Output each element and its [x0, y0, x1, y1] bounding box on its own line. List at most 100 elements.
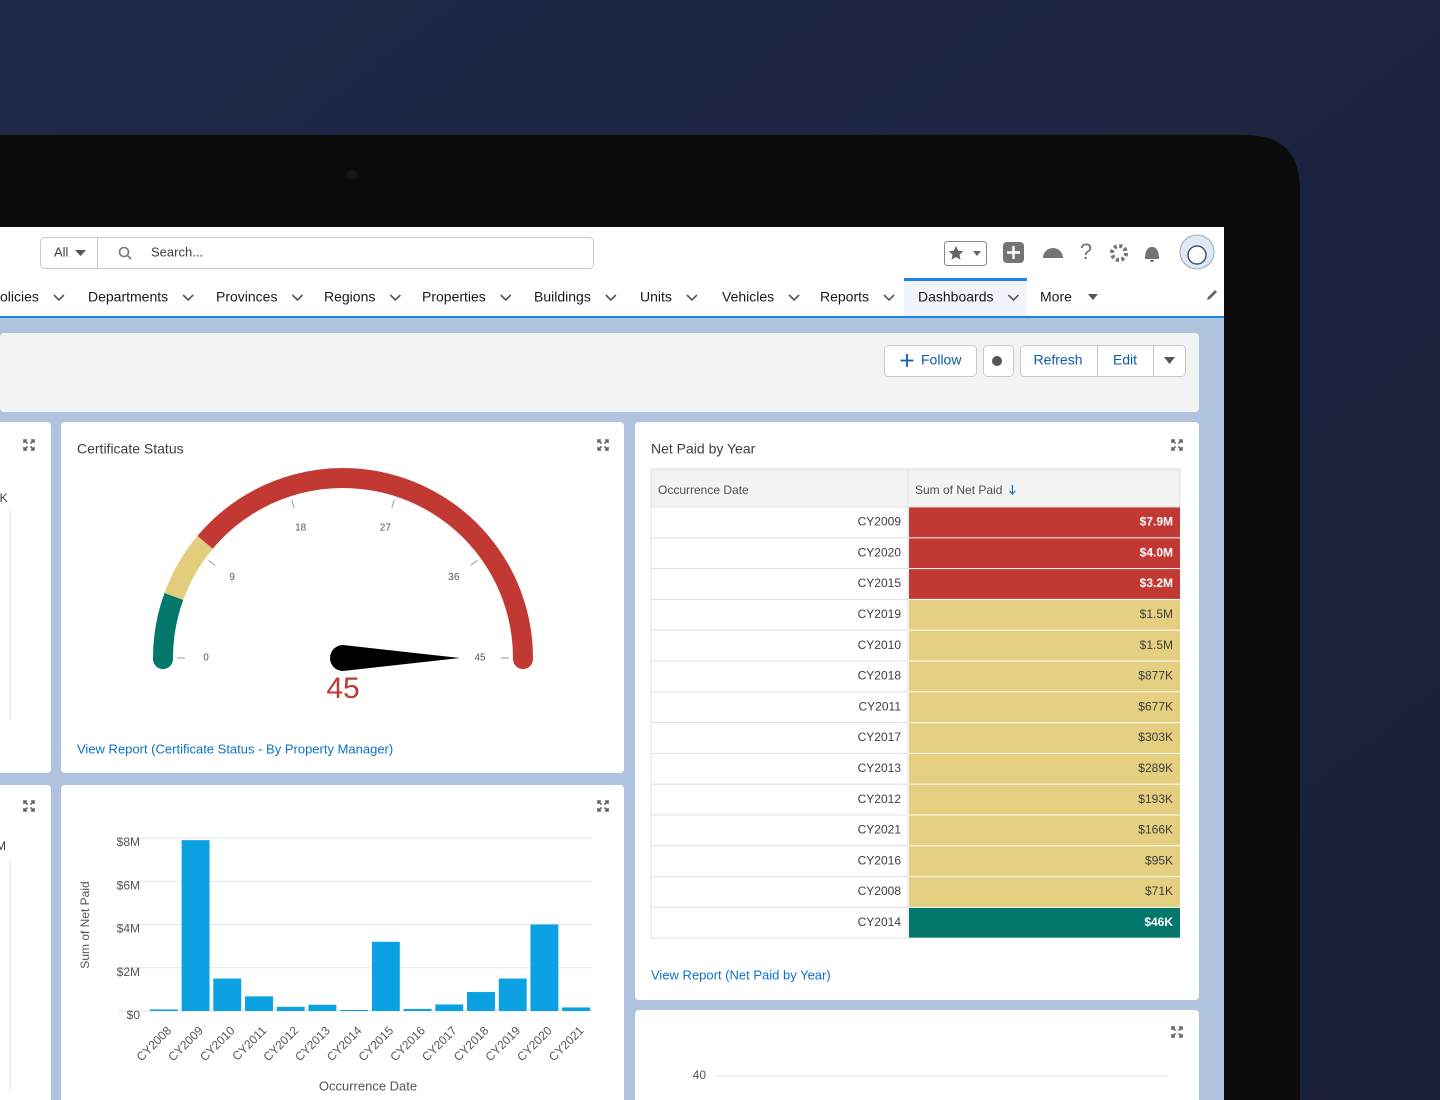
- value-cell: [909, 599, 1180, 630]
- bar[interactable]: [498, 978, 527, 1011]
- bell-icon[interactable]: [1145, 247, 1159, 262]
- table-cell: CY2009: [858, 515, 902, 529]
- subscribe-icon: [992, 356, 1002, 366]
- help-icon[interactable]: ?: [1080, 239, 1092, 264]
- bar[interactable]: [181, 840, 210, 1011]
- camera: [347, 170, 357, 180]
- bar[interactable]: [276, 1006, 305, 1011]
- chevron: [389, 294, 401, 302]
- bar[interactable]: [340, 1010, 369, 1011]
- edit-label[interactable]: Edit: [1113, 352, 1137, 368]
- settings-icon[interactable]: [1110, 244, 1128, 262]
- table-cell: CY2012: [858, 792, 902, 806]
- x-axis-label: Occurrence Date: [319, 1078, 417, 1093]
- expand-icon[interactable]: [23, 439, 35, 451]
- gauge-band: [197, 468, 533, 659]
- gauge-tick-label: 27: [380, 522, 392, 533]
- bar[interactable]: [530, 924, 559, 1012]
- sort-arrow: [1008, 485, 1016, 495]
- value-cell: [909, 692, 1180, 723]
- expand-icon[interactable]: [23, 800, 35, 812]
- table-cell: $877K: [1138, 669, 1173, 683]
- favorites-button[interactable]: [944, 241, 987, 266]
- gauge-needle: [330, 645, 460, 671]
- nav-item[interactable]: Dashboards: [918, 289, 994, 305]
- table-cell: CY2013: [858, 761, 902, 775]
- table-cell: $3.2M: [1140, 576, 1173, 590]
- table-cell: CY2021: [858, 823, 902, 837]
- value-cell: [909, 661, 1180, 692]
- caret: [1087, 294, 1098, 300]
- follow-label[interactable]: Follow: [921, 352, 962, 368]
- nav-item[interactable]: Departments: [88, 289, 168, 305]
- report-link[interactable]: View Report (Certificate Status - By Pro…: [77, 741, 393, 756]
- row-line: [650, 660, 909, 693]
- report-link[interactable]: View Report (Net Paid by Year): [651, 967, 831, 982]
- bar[interactable]: [245, 996, 273, 1011]
- column-header[interactable]: Sum of Net Paid: [915, 483, 1002, 497]
- nav-item[interactable]: Properties: [422, 289, 486, 305]
- chevron: [291, 294, 304, 302]
- bar[interactable]: [371, 941, 400, 1011]
- value-cell: [909, 907, 1180, 938]
- nav-item[interactable]: Units: [640, 289, 672, 305]
- follow-button[interactable]: [884, 345, 977, 377]
- table-cell: $1.5M: [1140, 638, 1173, 652]
- table-cell: $166K: [1138, 823, 1173, 837]
- expand-icon[interactable]: [1171, 1026, 1183, 1038]
- refresh-label[interactable]: Refresh: [1033, 352, 1082, 368]
- plus-icon: [1007, 246, 1020, 259]
- bar[interactable]: [435, 1004, 464, 1011]
- search-box[interactable]: [40, 237, 594, 269]
- nav-item[interactable]: olicies: [0, 289, 39, 305]
- y-tick-label: $8M: [117, 835, 140, 849]
- row-line: [650, 814, 909, 847]
- expand-icon[interactable]: [597, 439, 609, 451]
- search-icon: [126, 254, 132, 260]
- more-actions-button[interactable]: [1164, 357, 1175, 364]
- table-cell: CY2017: [858, 730, 902, 744]
- value-cell: [909, 538, 1180, 569]
- table-cell: $289K: [1138, 761, 1173, 775]
- bar[interactable]: [467, 992, 495, 1011]
- chevron: [500, 294, 512, 302]
- expand-icon[interactable]: [1171, 439, 1183, 451]
- value-cell: [909, 723, 1180, 753]
- expand-icon[interactable]: [597, 800, 609, 812]
- bar[interactable]: [562, 1007, 591, 1011]
- nav-item[interactable]: Vehicles: [722, 289, 774, 305]
- bar[interactable]: [213, 978, 242, 1011]
- nav-item[interactable]: Buildings: [534, 289, 591, 305]
- y-axis-label: Sum of Net Paid: [78, 881, 92, 968]
- value-cell: [909, 846, 1180, 877]
- search-scope[interactable]: All: [54, 244, 69, 259]
- nav-item[interactable]: Regions: [324, 289, 375, 305]
- nav-item[interactable]: Reports: [820, 289, 869, 305]
- nav-item[interactable]: More: [1040, 289, 1072, 305]
- edit-nav-icon[interactable]: [1207, 290, 1217, 300]
- card: [0, 422, 51, 773]
- bar[interactable]: [403, 1008, 432, 1011]
- chevron: [53, 294, 65, 302]
- table-cell: CY2014: [858, 915, 902, 929]
- table-header: [650, 468, 1181, 508]
- table-cell: CY2015: [858, 576, 902, 590]
- bar[interactable]: [308, 1004, 337, 1011]
- y-tick-label: $6M: [117, 878, 140, 892]
- button-group: [1020, 345, 1186, 377]
- chevron: [883, 294, 895, 302]
- row-line: [650, 783, 909, 816]
- table-cell: $193K: [1138, 792, 1173, 806]
- chevron: [182, 294, 194, 302]
- row-line: [650, 506, 909, 539]
- chevron: [686, 294, 698, 302]
- nav-item[interactable]: Provinces: [216, 289, 277, 305]
- trailhead-icon[interactable]: [1043, 248, 1063, 258]
- row-line: [650, 876, 909, 908]
- bar[interactable]: [149, 1009, 178, 1011]
- active-tab[interactable]: [904, 280, 1027, 316]
- search-icon: [118, 246, 130, 258]
- row-line: [650, 568, 909, 600]
